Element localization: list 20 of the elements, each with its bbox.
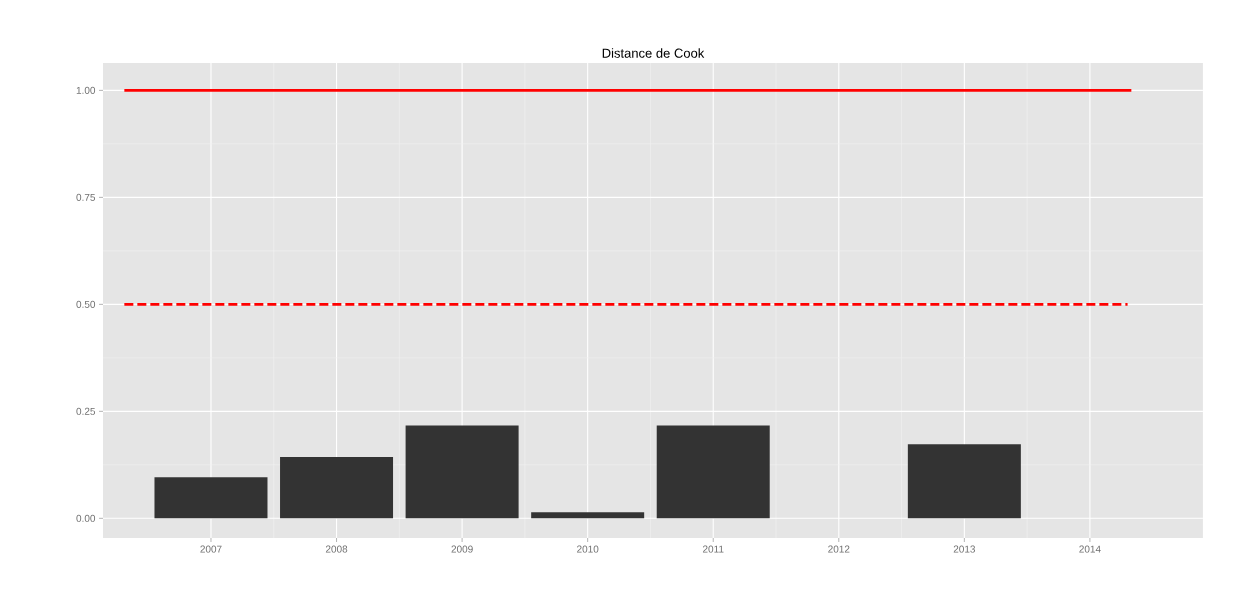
y-tick-label: 1.00 bbox=[76, 86, 96, 94]
x-tick-label: 2014 bbox=[1079, 545, 1101, 553]
chart-title: Distance de Cook bbox=[602, 48, 705, 58]
bar bbox=[154, 477, 268, 519]
y-tick-label: 0.50 bbox=[76, 300, 96, 308]
x-tick-label: 2007 bbox=[200, 545, 222, 553]
bar bbox=[280, 457, 394, 519]
bar bbox=[405, 425, 519, 519]
bar bbox=[531, 512, 645, 519]
x-tick-label: 2010 bbox=[577, 545, 599, 553]
x-tick-label: 2009 bbox=[451, 545, 473, 553]
y-tick-label: 0.75 bbox=[76, 193, 96, 201]
x-tick-label: 2008 bbox=[325, 545, 348, 553]
x-tick-label: 2013 bbox=[953, 545, 976, 553]
x-tick-label: 2012 bbox=[828, 545, 850, 553]
x-tick-label: 2011 bbox=[702, 545, 724, 553]
y-tick-label: 0.25 bbox=[76, 407, 96, 415]
bar bbox=[656, 425, 770, 519]
y-tick-label: 0.00 bbox=[76, 514, 96, 522]
bar bbox=[907, 444, 1021, 519]
